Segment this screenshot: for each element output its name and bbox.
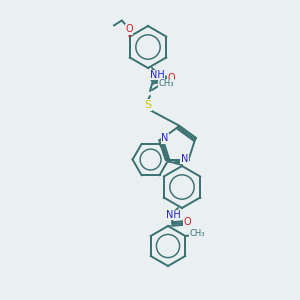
Text: O: O <box>125 25 133 34</box>
Text: CH₃: CH₃ <box>190 230 205 238</box>
Text: NH: NH <box>150 70 164 80</box>
Text: N: N <box>181 154 188 164</box>
Text: NH: NH <box>166 210 180 220</box>
Text: O: O <box>183 217 191 227</box>
Text: O: O <box>167 73 175 83</box>
Text: S: S <box>144 100 152 110</box>
Text: CH₃: CH₃ <box>158 80 174 88</box>
Text: N: N <box>161 134 169 143</box>
